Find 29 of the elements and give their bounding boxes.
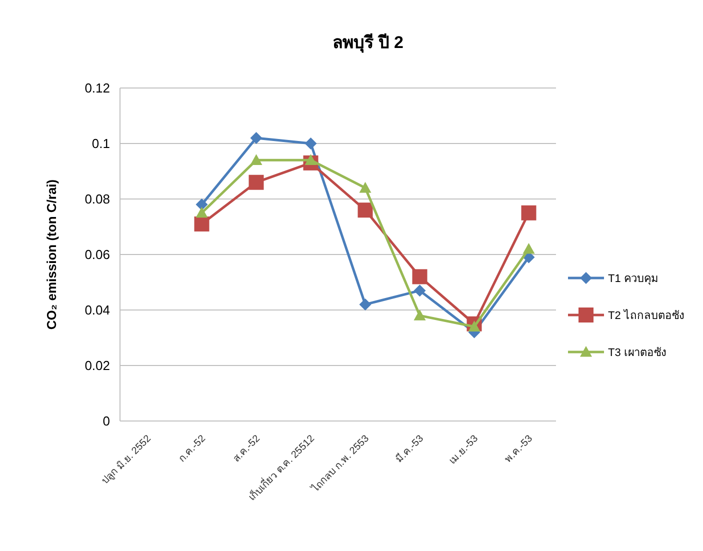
- point: [196, 206, 208, 218]
- point: [248, 174, 264, 190]
- point: [250, 154, 262, 165]
- point: [194, 216, 210, 232]
- point: [412, 269, 428, 284]
- chart-title: ลพบุรี ปี 2: [332, 32, 404, 53]
- point: [521, 205, 536, 220]
- legend-label: T3 เผาตอซัง: [608, 346, 666, 359]
- legend-label: T1 ควบคุม: [608, 272, 658, 285]
- point: [359, 298, 372, 310]
- y-tick-label: 0.04: [84, 302, 110, 318]
- point: [196, 198, 208, 211]
- point: [359, 182, 372, 193]
- y-tick-label: 0.06: [84, 247, 110, 262]
- point: [358, 202, 373, 218]
- point: [522, 242, 535, 254]
- legend-label: T2 ไถกลบตอซัง: [608, 308, 684, 322]
- point: [414, 310, 426, 320]
- y-axis-title: CO₂ emission (ton C/rai): [44, 179, 59, 330]
- y-tick-label: 0: [102, 414, 110, 429]
- point: [304, 154, 317, 165]
- point: [250, 132, 262, 144]
- y-tick-label: 0.02: [84, 358, 110, 374]
- point: [468, 320, 480, 332]
- point: [414, 284, 426, 297]
- y-tick-label: 0.12: [84, 80, 110, 96]
- y-tick-label: 0.1: [92, 136, 110, 152]
- point: [304, 138, 317, 150]
- y-tick-label: 0.08: [84, 192, 110, 207]
